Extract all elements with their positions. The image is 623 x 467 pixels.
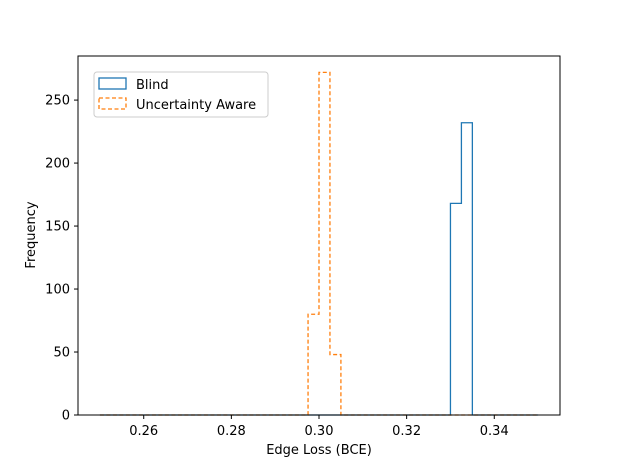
- y-tick-label: 150: [45, 220, 70, 235]
- x-tick-label: 0.30: [305, 424, 334, 439]
- x-tick-label: 0.26: [129, 424, 158, 439]
- legend-swatch-uncertainty-aware: [98, 97, 127, 110]
- y-tick-label: 0: [62, 409, 70, 424]
- y-axis-ticks: 0 50 100 150 200 250: [45, 94, 78, 424]
- legend-label-blind: Blind: [136, 78, 169, 93]
- x-tick-label: 0.28: [217, 424, 246, 439]
- y-tick-label: 200: [45, 157, 70, 172]
- legend: Blind Uncertainty Aware: [93, 71, 269, 118]
- x-axis-ticks: 0.26 0.28 0.30 0.32 0.34: [129, 415, 509, 439]
- y-axis-label: Frequency: [24, 201, 39, 268]
- series-layer: [99, 71, 539, 416]
- legend-swatch-blind: [98, 77, 127, 90]
- y-tick-label: 250: [45, 94, 70, 109]
- x-axis-label: Edge Loss (BCE): [266, 443, 372, 458]
- x-tick-label: 0.32: [392, 424, 421, 439]
- legend-frame: [93, 71, 269, 118]
- y-tick-label: 50: [53, 346, 70, 361]
- x-tick-label: 0.34: [480, 424, 509, 439]
- legend-label-uncertainty-aware: Uncertainty Aware: [136, 98, 256, 113]
- y-tick-label: 100: [45, 283, 70, 298]
